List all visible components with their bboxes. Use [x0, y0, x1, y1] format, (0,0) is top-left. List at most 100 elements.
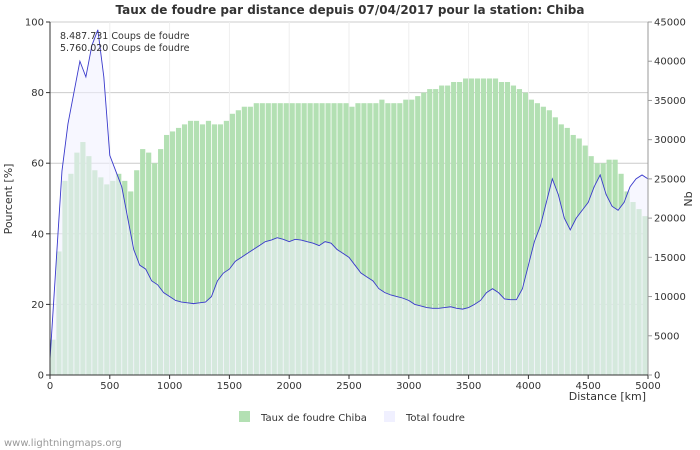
- rate-bar: [480, 78, 487, 375]
- rate-bar: [319, 103, 325, 375]
- rate-bar: [385, 103, 391, 375]
- x-tick-label: 4500: [575, 381, 600, 392]
- rate-bar: [158, 149, 164, 375]
- x-tick-label: 4000: [516, 381, 541, 392]
- x-tick-label: 2000: [276, 381, 301, 392]
- rate-bar: [457, 82, 463, 375]
- rate-bar: [409, 99, 415, 375]
- rate-bar: [427, 89, 433, 375]
- rate-bar: [445, 85, 451, 375]
- rate-bar: [217, 124, 224, 376]
- y-left-tick-label: 0: [38, 371, 44, 382]
- rate-bar: [504, 82, 511, 375]
- annotation-total-strikes: 8.487.731 Coups de foudre: [60, 31, 190, 42]
- rate-bar: [343, 103, 349, 375]
- rate-bar: [516, 89, 523, 375]
- chart-title: Taux de foudre par distance depuis 07/04…: [115, 3, 584, 17]
- rate-bar: [289, 103, 295, 375]
- rate-bar: [181, 124, 188, 376]
- y-right-tick-label: 45000: [654, 18, 686, 29]
- rate-bar: [403, 99, 409, 375]
- rate-bar: [265, 103, 271, 375]
- legend-label-total: Total foudre: [405, 413, 465, 424]
- rate-bar: [349, 106, 355, 375]
- y-right-tick-label: 10000: [654, 292, 686, 303]
- x-tick-label: 500: [100, 381, 119, 392]
- rate-bar: [469, 78, 475, 375]
- y-left-tick-label: 40: [31, 229, 44, 240]
- rate-bar: [247, 106, 253, 375]
- rate-bar: [415, 96, 421, 375]
- rate-bar: [223, 120, 229, 375]
- rate-bar: [164, 134, 170, 375]
- rate-bar: [451, 82, 457, 375]
- rate-bar: [474, 78, 481, 375]
- legend-label-rate: Taux de foudre Chiba: [260, 413, 367, 424]
- rate-bar: [355, 103, 361, 375]
- rate-bar: [492, 78, 499, 375]
- rate-bar: [486, 78, 493, 375]
- annotation-station-strikes: 5.760.020 Coups de foudre: [60, 43, 190, 54]
- axes: [46, 21, 652, 379]
- y-right-tick-label: 35000: [654, 96, 686, 107]
- rate-bar: [241, 106, 247, 375]
- total-area: [49, 29, 649, 375]
- total-line: [49, 29, 649, 360]
- rate-bar: [170, 131, 176, 375]
- y-axis-left-title: Pourcent [%]: [2, 164, 15, 235]
- rate-bar: [253, 103, 259, 375]
- legend-swatch-total: [384, 411, 395, 422]
- rate-bar: [325, 103, 331, 375]
- y-left-tick-label: 60: [31, 159, 44, 170]
- rate-bar: [140, 149, 146, 375]
- rate-bar: [205, 120, 212, 375]
- rate-bar: [361, 103, 367, 375]
- x-tick-label: 3000: [396, 381, 421, 392]
- y-right-tick-label: 15000: [654, 253, 686, 264]
- rate-bar: [433, 89, 439, 375]
- rate-bar: [295, 103, 301, 375]
- rate-bar: [259, 103, 265, 375]
- rate-bar: [463, 78, 469, 375]
- y-right-tick-label: 25000: [654, 174, 686, 185]
- y-right-tick-label: 20000: [654, 214, 686, 225]
- rate-bar: [510, 85, 517, 375]
- y-left-tick-label: 100: [25, 18, 44, 29]
- rate-bar: [307, 103, 313, 375]
- rate-bar: [331, 103, 337, 375]
- x-axis-title: Distance [km]: [569, 390, 646, 403]
- rate-bar: [522, 92, 528, 375]
- rate-bar: [283, 103, 289, 375]
- rate-bar: [367, 103, 373, 375]
- x-tick-label: 2500: [336, 381, 361, 392]
- rate-bar: [301, 103, 307, 375]
- rate-bar: [528, 99, 534, 375]
- x-tick-label: 1000: [157, 381, 182, 392]
- legend-swatch-rate: [239, 411, 250, 422]
- rate-bar: [439, 85, 445, 375]
- x-tick-label: 0: [47, 381, 53, 392]
- tick-labels: 0 500 1000 1500 2000 2500 3000 3500 4000 4500 5000…: [25, 18, 686, 393]
- y-right-tick-label: 5000: [654, 331, 679, 342]
- rate-bar: [146, 152, 152, 375]
- rate-bar: [211, 124, 218, 376]
- rate-bar: [175, 127, 182, 376]
- y-right-tick-label: 40000: [654, 57, 686, 68]
- x-tick-label: 1500: [217, 381, 242, 392]
- rate-bar: [313, 103, 319, 375]
- x-tick-label: 5000: [635, 381, 660, 392]
- x-tick-label: 3500: [456, 381, 481, 392]
- rate-bar: [397, 103, 403, 375]
- rate-bar: [421, 92, 427, 375]
- rate-bar: [235, 110, 241, 375]
- rate-bar: [373, 103, 379, 375]
- y-left-tick-label: 80: [31, 88, 44, 99]
- source-credit: www.lightningmaps.org: [4, 438, 122, 449]
- y-right-tick-label: 30000: [654, 135, 686, 146]
- y-axis-right-title: Nb: [682, 191, 695, 206]
- rate-bar: [229, 113, 235, 375]
- rate-bar: [379, 99, 385, 375]
- rate-bar: [391, 103, 397, 375]
